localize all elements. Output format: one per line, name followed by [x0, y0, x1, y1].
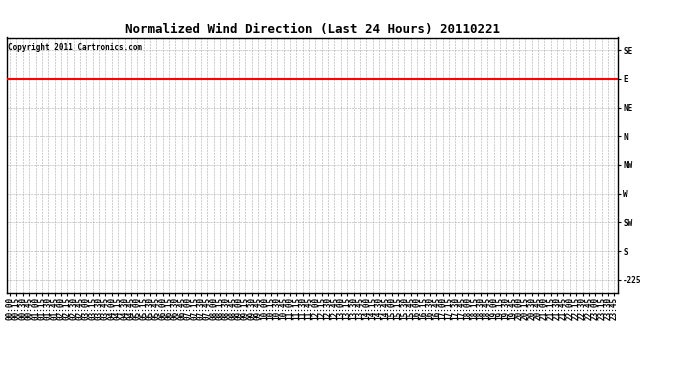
Title: Normalized Wind Direction (Last 24 Hours) 20110221: Normalized Wind Direction (Last 24 Hours…: [125, 23, 500, 36]
Text: Copyright 2011 Cartronics.com: Copyright 2011 Cartronics.com: [8, 43, 142, 52]
